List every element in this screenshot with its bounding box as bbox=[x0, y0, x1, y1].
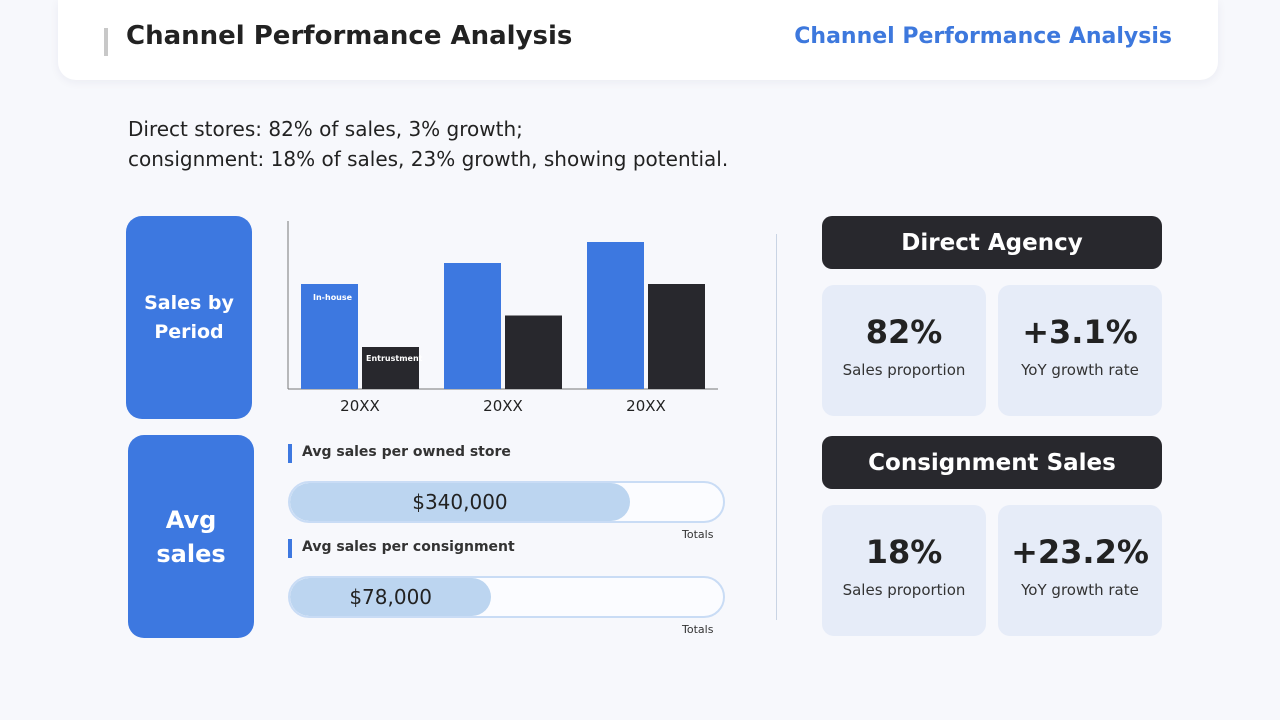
consignment-progress-bar: $78,000 bbox=[288, 576, 725, 618]
sales-bar-chart: In-house Entrustment 20XX 20XX 20XX bbox=[287, 221, 718, 415]
direct-agency-header: Direct Agency bbox=[822, 216, 1162, 269]
bar-entrustment-3 bbox=[648, 284, 705, 389]
x-tick-label-1: 20XX bbox=[340, 397, 380, 415]
vertical-divider bbox=[776, 234, 777, 620]
x-tick-label-2: 20XX bbox=[483, 397, 523, 415]
header-right-title: Channel Performance Analysis bbox=[794, 24, 1172, 49]
consignment-growth-value: +23.2% bbox=[1011, 533, 1149, 571]
page-title: Channel Performance Analysis bbox=[126, 21, 573, 51]
metric-title-owned-store: Avg sales per owned store bbox=[288, 444, 511, 463]
direct-sales-proportion-card: 82% Sales proportion bbox=[822, 285, 986, 416]
direct-growth-value: +3.1% bbox=[1022, 313, 1138, 351]
bar-entrustment-2 bbox=[505, 315, 562, 389]
metric-title-consignment: Avg sales per consignment bbox=[288, 539, 515, 558]
sales-by-period-label: Sales by Period bbox=[126, 216, 252, 419]
consignment-totals-label: Totals bbox=[682, 623, 714, 636]
bar-in-house-3 bbox=[587, 242, 644, 389]
consignment-growth-card: +23.2% YoY growth rate bbox=[998, 505, 1162, 636]
consignment-progress-fill bbox=[290, 578, 492, 616]
avg-sales-label: Avg sales bbox=[128, 435, 254, 638]
direct-growth-caption: YoY growth rate bbox=[1021, 361, 1139, 379]
consignment-sales-proportion-value: 18% bbox=[865, 533, 943, 571]
direct-sales-proportion-caption: Sales proportion bbox=[842, 361, 966, 379]
direct-sales-proportion-value: 82% bbox=[865, 313, 943, 351]
series-label-entrustment: Entrustment bbox=[366, 354, 423, 363]
bar-entrustment-1 bbox=[362, 347, 419, 389]
consignment-sales-header: Consignment Sales bbox=[822, 436, 1162, 489]
summary-text: Direct stores: 82% of sales, 3% growth; … bbox=[128, 114, 728, 174]
header: Channel Performance Analysis Channel Per… bbox=[58, 0, 1218, 80]
avg-sales-text: Avg sales bbox=[156, 505, 226, 568]
consignment-sales-proportion-card: 18% Sales proportion bbox=[822, 505, 986, 636]
summary-line-1: Direct stores: 82% of sales, 3% growth; bbox=[128, 117, 523, 141]
consignment-value: $78,000 bbox=[349, 585, 433, 609]
owned-store-totals-label: Totals bbox=[682, 528, 714, 541]
title-accent-bar bbox=[104, 28, 108, 56]
owned-store-value: $340,000 bbox=[412, 490, 508, 514]
summary-line-2: consignment: 18% of sales, 23% growth, s… bbox=[128, 147, 729, 171]
owned-store-progress-bar: $340,000 bbox=[288, 481, 725, 523]
x-tick-label-3: 20XX bbox=[626, 397, 666, 415]
bar-in-house-1 bbox=[301, 284, 358, 389]
sales-by-period-text: Sales by Period bbox=[144, 291, 234, 343]
direct-growth-card: +3.1% YoY growth rate bbox=[998, 285, 1162, 416]
consignment-sales-proportion-caption: Sales proportion bbox=[842, 581, 966, 599]
series-label-in-house: In-house bbox=[313, 293, 353, 302]
bar-in-house-2 bbox=[444, 263, 501, 389]
consignment-growth-caption: YoY growth rate bbox=[1021, 581, 1139, 599]
owned-store-progress-fill bbox=[290, 483, 630, 521]
